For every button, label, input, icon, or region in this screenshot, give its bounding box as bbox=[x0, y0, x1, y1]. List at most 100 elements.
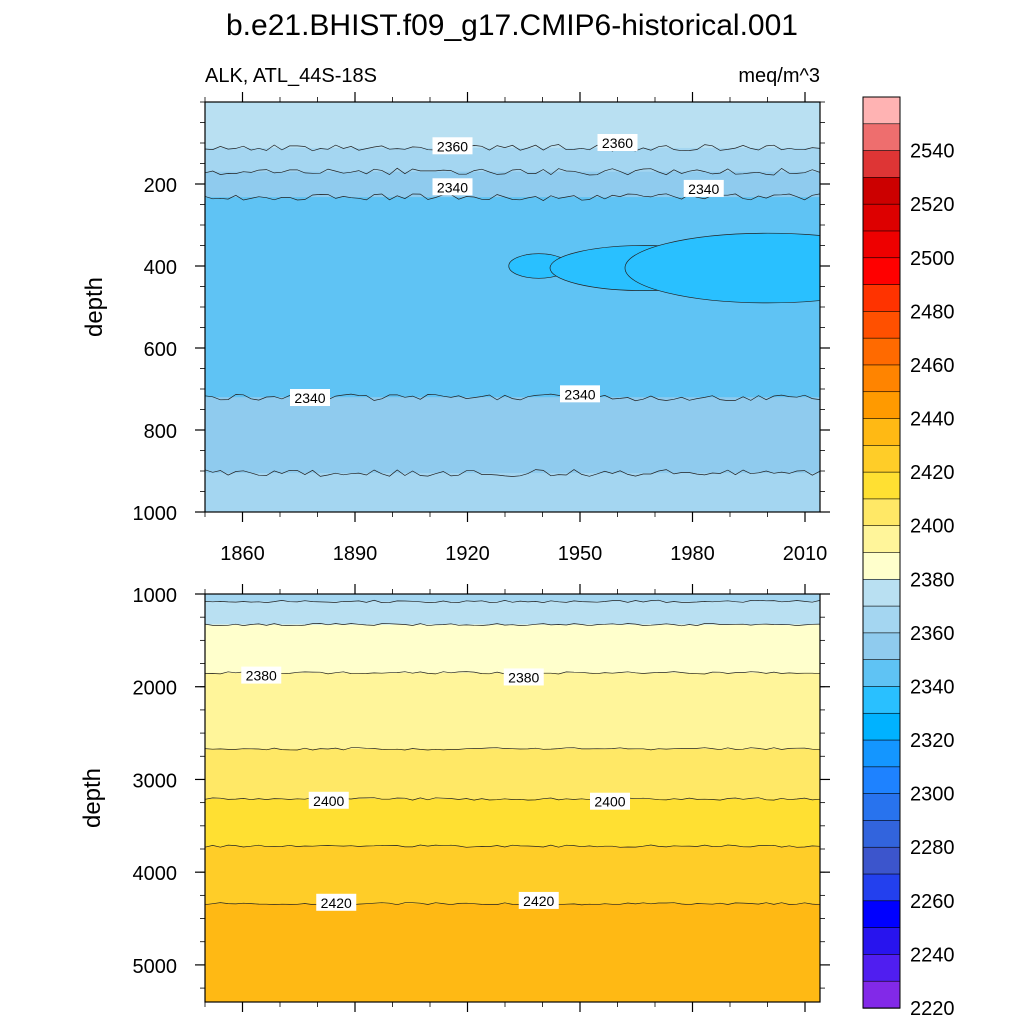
colorbar-swatch bbox=[862, 230, 901, 259]
colorbar-swatch bbox=[862, 552, 901, 580]
contour-label: 2420 bbox=[523, 893, 554, 909]
colorbar-label: 2260 bbox=[910, 891, 955, 913]
contour-line-1 bbox=[205, 599, 820, 603]
x-tick-label: 1860 bbox=[220, 543, 265, 565]
chart-title: b.e21.BHIST.f09_g17.CMIP6-historical.001 bbox=[226, 9, 798, 42]
colorbar-swatch bbox=[862, 311, 901, 339]
colorbar-swatch bbox=[862, 284, 901, 313]
colorbar-swatch bbox=[862, 123, 901, 152]
colorbar-swatch bbox=[862, 525, 901, 554]
colorbar-frame bbox=[862, 96, 901, 1009]
colorbar-label: 2340 bbox=[910, 676, 955, 698]
contour-label: 2400 bbox=[313, 793, 344, 809]
colorbar-swatch bbox=[862, 257, 901, 286]
colorbar-label: 2460 bbox=[910, 355, 955, 377]
contour-label: 2380 bbox=[508, 669, 539, 685]
colorbar-label: 2520 bbox=[910, 194, 955, 216]
contour-label: 2340 bbox=[294, 390, 325, 406]
colorbar-swatch bbox=[862, 391, 901, 420]
colorbar-swatch bbox=[862, 766, 901, 795]
upper-panel: 2360 2360 2340 2340 2340 2340 200 400 600 800 1000… bbox=[133, 92, 830, 565]
x-tick-label: 2010 bbox=[783, 543, 828, 565]
units-label: meq/m^3 bbox=[738, 65, 820, 87]
depth-band-7 bbox=[205, 846, 820, 905]
colorbar: 2540 2520 2500 2480 2460 2440 2420 2400 2380 2360… bbox=[862, 96, 955, 1020]
colorbar-swatch bbox=[862, 846, 901, 875]
colorbar-swatch bbox=[862, 793, 901, 822]
colorbar-swatch bbox=[862, 739, 901, 768]
x-tick-label: 1950 bbox=[558, 543, 603, 565]
contour-label-bg-4 bbox=[683, 179, 724, 197]
colorbar-swatch bbox=[862, 927, 901, 956]
lower-panel: 2380 2380 2400 2400 2420 2420 1000 2000 3000 4000… bbox=[133, 584, 830, 1012]
colorbar-swatch bbox=[862, 632, 901, 661]
x-tick-label: 1920 bbox=[445, 543, 490, 565]
depth-band-5 bbox=[205, 397, 820, 474]
x-tick-label: 1890 bbox=[333, 543, 378, 565]
colorbar-swatch bbox=[862, 712, 901, 741]
contour-line-5 bbox=[205, 797, 820, 801]
colorbar-label: 2440 bbox=[910, 409, 955, 431]
colorbar-swatch bbox=[862, 605, 901, 634]
colorbar-swatch bbox=[862, 96, 901, 125]
depth-band-5 bbox=[205, 748, 820, 800]
y-tick-label: 1000 bbox=[133, 585, 178, 607]
colorbar-label: 2300 bbox=[910, 784, 955, 806]
contour-label-bg-5 bbox=[290, 389, 330, 407]
colorbar-swatch bbox=[862, 686, 901, 714]
depth-band-2 bbox=[205, 147, 820, 173]
contour-label-bg-2 bbox=[597, 134, 638, 151]
upper-ylabel: depth bbox=[81, 277, 108, 337]
contour-label: 2360 bbox=[437, 138, 468, 154]
contour-label: 2420 bbox=[321, 895, 352, 911]
colorbar-swatch bbox=[862, 873, 901, 902]
contour-label-bg-6 bbox=[518, 891, 559, 909]
depth-band-4 bbox=[205, 672, 820, 750]
contour-label: 2400 bbox=[594, 794, 625, 810]
depth-band-6 bbox=[205, 473, 820, 512]
plot-frame bbox=[204, 593, 821, 1003]
depth-band-3 bbox=[205, 624, 820, 674]
contour-label-bg-4 bbox=[590, 792, 630, 810]
contour-label-bg-1 bbox=[241, 666, 282, 684]
colorbar-swatch bbox=[862, 980, 901, 1009]
colorbar-swatch bbox=[862, 659, 901, 688]
colorbar-label: 2400 bbox=[910, 516, 955, 538]
contour-label: 2340 bbox=[437, 179, 468, 195]
y-tick-label: 400 bbox=[144, 257, 177, 279]
depth-band-8 bbox=[205, 903, 820, 1002]
depth-band-1 bbox=[205, 102, 820, 149]
depth-band-1 bbox=[205, 594, 820, 602]
contour-label-bg-5 bbox=[316, 893, 357, 911]
y-tick-label: 4000 bbox=[133, 863, 178, 885]
colorbar-swatch bbox=[862, 337, 901, 366]
depth-band-2 bbox=[205, 601, 820, 626]
contour-label-bg-3 bbox=[432, 178, 473, 196]
contour-label-bg-1 bbox=[432, 137, 473, 155]
contour-label: 2340 bbox=[688, 181, 719, 197]
colorbar-label: 2500 bbox=[910, 248, 955, 270]
contour-line-1 bbox=[205, 144, 820, 152]
colorbar-swatch bbox=[862, 177, 901, 205]
colorbar-label: 2280 bbox=[910, 837, 955, 859]
colorbar-swatch bbox=[862, 471, 901, 500]
contour-line-5 bbox=[205, 469, 820, 477]
contour-line-4 bbox=[205, 747, 820, 751]
y-tick-label: 3000 bbox=[133, 770, 178, 792]
y-tick-label: 800 bbox=[144, 421, 177, 443]
contour-label-bg-3 bbox=[308, 791, 349, 809]
y-tick-label: 200 bbox=[144, 175, 177, 197]
contour-line-6 bbox=[205, 844, 820, 848]
low-alkalinity-region-3 bbox=[624, 232, 820, 304]
colorbar-swatch bbox=[862, 820, 901, 848]
colorbar-label: 2220 bbox=[910, 998, 955, 1020]
colorbar-swatch bbox=[862, 445, 901, 473]
colorbar-swatch bbox=[862, 364, 901, 393]
x-tick-label: 1980 bbox=[670, 543, 715, 565]
colorbar-swatch bbox=[862, 203, 901, 232]
contour-label: 2360 bbox=[602, 135, 633, 151]
colorbar-label: 2420 bbox=[910, 462, 955, 484]
depth-band-3 bbox=[205, 171, 820, 198]
colorbar-label: 2480 bbox=[910, 301, 955, 323]
